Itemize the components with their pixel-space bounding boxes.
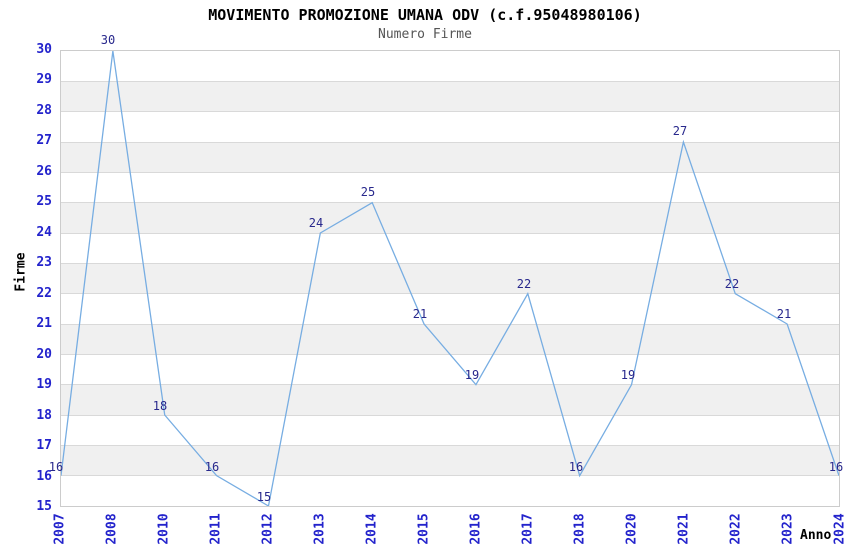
y-tick-label: 21 (36, 316, 52, 332)
plot-band (61, 384, 839, 415)
plot-band (61, 172, 839, 203)
x-tick-label: 2021 (676, 513, 692, 545)
y-tick-label: 29 (36, 72, 52, 88)
y-tick-label: 28 (36, 102, 52, 118)
data-point-label: 21 (412, 307, 428, 322)
y-tick-label: 25 (36, 194, 52, 210)
y-tick-label: 23 (36, 255, 52, 271)
y-tick-label: 19 (36, 377, 52, 393)
x-tick-label: 2013 (312, 513, 328, 545)
x-tick-label: 2022 (728, 513, 744, 545)
data-point-label: 21 (776, 307, 792, 322)
data-point-label: 16 (204, 459, 220, 474)
data-point-label: 16 (48, 459, 64, 474)
plot-band (61, 354, 839, 385)
x-axis-title: Anno (800, 528, 832, 543)
y-tick-label: 26 (36, 163, 52, 179)
x-tick-label: 2014 (364, 513, 380, 545)
plot-band (61, 233, 839, 264)
data-point-label: 19 (464, 368, 480, 383)
line-series-firme (61, 51, 839, 506)
gridline (61, 80, 839, 82)
x-tick-label: 2007 (52, 513, 68, 545)
plot-band (61, 111, 839, 142)
data-point-label: 19 (620, 368, 636, 383)
x-tick-label: 2012 (260, 513, 276, 545)
plot-band (61, 293, 839, 324)
data-point-label: 25 (360, 185, 376, 200)
plot-band (61, 415, 839, 446)
x-tick-label: 2008 (104, 513, 120, 545)
y-tick-label: 18 (36, 407, 52, 423)
data-point-label: 15 (256, 490, 272, 504)
gridline (61, 414, 839, 416)
y-tick-label: 16 (36, 468, 52, 484)
x-tick-label: 2011 (208, 513, 224, 545)
x-tick-label: 2024 (832, 513, 848, 545)
data-point-label: 27 (672, 124, 688, 139)
gridline (61, 262, 839, 264)
x-tick-label: 2016 (468, 513, 484, 545)
plot-band (61, 51, 839, 82)
x-tick-label: 2023 (780, 513, 796, 545)
y-tick-label: 30 (36, 42, 52, 57)
gridline (61, 141, 839, 143)
plot-band (61, 81, 839, 112)
plot-band (61, 324, 839, 355)
gridline (61, 444, 839, 446)
plot-area (60, 50, 840, 507)
chart-subtitle: Numero Firme (378, 27, 472, 42)
y-axis-title: Firme (13, 252, 29, 292)
data-point-label: 18 (152, 398, 168, 413)
data-point-label: 16 (828, 459, 844, 474)
chart-title: MOVIMENTO PROMOZIONE UMANA ODV (c.f.9504… (208, 6, 642, 24)
y-tick-label: 27 (36, 133, 52, 149)
data-point-label: 16 (568, 459, 584, 474)
gridline (61, 475, 839, 477)
y-tick-label: 17 (36, 438, 52, 454)
gridline (61, 232, 839, 234)
data-point-label: 22 (724, 276, 740, 291)
y-tick-label: 24 (36, 224, 52, 240)
x-tick-label: 2018 (572, 513, 588, 545)
gridline (61, 171, 839, 173)
gridline (61, 111, 839, 113)
data-point-label: 22 (516, 276, 532, 291)
x-tick-label: 2020 (624, 513, 640, 545)
plot-band (61, 263, 839, 294)
gridline (61, 293, 839, 295)
data-point-label: 30 (100, 33, 116, 47)
gridline (61, 323, 839, 325)
y-tick-label: 22 (36, 285, 52, 301)
x-tick-label: 2015 (416, 513, 432, 545)
plot-band (61, 142, 839, 173)
y-tick-label: 20 (36, 346, 52, 362)
gridline (61, 384, 839, 386)
x-tick-label: 2010 (156, 513, 172, 545)
data-point-label: 24 (308, 215, 324, 230)
gridline (61, 202, 839, 204)
y-tick-label: 15 (36, 499, 52, 514)
x-tick-label: 2017 (520, 513, 536, 545)
plot-band (61, 475, 839, 506)
line-series-svg (61, 51, 839, 506)
plot-band (61, 445, 839, 476)
